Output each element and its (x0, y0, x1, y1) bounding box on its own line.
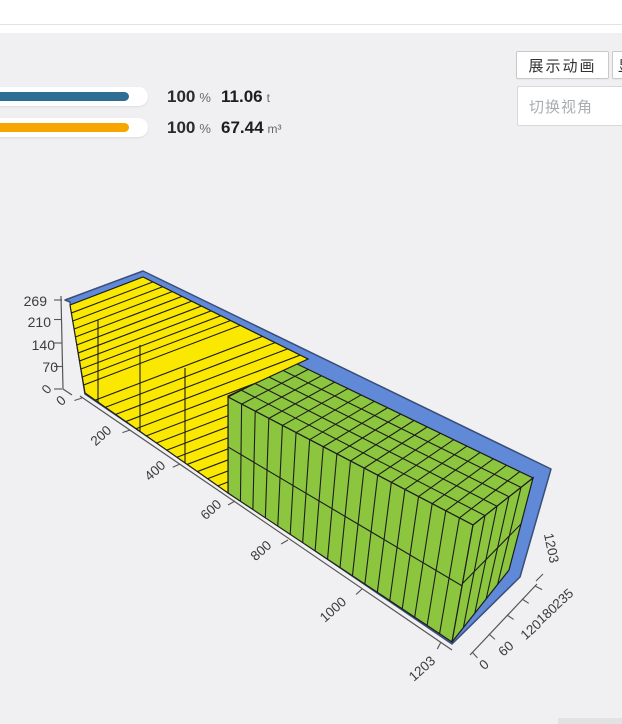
weight-unit: t (266, 91, 270, 105)
weight-progress-fill (0, 92, 129, 101)
z-axis-tick-label: 140 (32, 337, 56, 353)
bottom-corner-strip (558, 718, 622, 724)
volume-progress-track (0, 118, 148, 137)
volume-percent-sign: % (199, 121, 211, 136)
volume-unit: m³ (267, 122, 282, 136)
x-axis-tick-label: 200 (88, 423, 115, 449)
volume-number: 67.44 (221, 118, 264, 137)
weight-percent-sign: % (199, 90, 211, 105)
x-axis-tick-label: 1000 (317, 594, 349, 625)
x-axis-tick-label: 600 (198, 497, 225, 523)
weight-percent: 100% (167, 87, 211, 107)
volume-progress-fill (0, 123, 129, 132)
x-axis-tick-label: 400 (142, 458, 169, 484)
switch-view-select[interactable]: 切换视角 (517, 86, 622, 126)
z-axis-tick-label: 210 (28, 314, 52, 330)
x-axis-tick-label: 800 (248, 538, 275, 564)
page-top-strip (0, 25, 622, 33)
x-axis-tick-label: 1203 (406, 653, 438, 684)
x-axis-tick-label: 0 (53, 393, 69, 409)
volume-value: 67.44 m³ (221, 118, 282, 138)
weight-number: 11.06 (221, 87, 263, 106)
clipped-right-button[interactable]: 显 (612, 51, 622, 79)
show-animation-button[interactable]: 展示动画 (516, 51, 609, 79)
weight-progress-track (0, 87, 148, 106)
z-axis-tick-label: 269 (24, 293, 48, 309)
y-axis-tick-label: 0 (476, 657, 492, 673)
x-axis-far-end-label: 1203 (541, 532, 562, 565)
weight-value: 11.06 t (221, 87, 270, 107)
volume-percent: 100% (167, 118, 211, 138)
y-axis-tick-label: 60 (495, 638, 516, 659)
green-panel-stack (226, 362, 535, 644)
weight-percent-value: 100 (167, 87, 196, 106)
volume-percent-value: 100 (167, 118, 196, 137)
z-axis: 0 70 140 210 269 (24, 293, 73, 397)
z-axis-tick-label: 0 (38, 382, 54, 397)
z-axis-tick-label: 70 (42, 359, 58, 375)
browser-top-bar (0, 0, 622, 25)
